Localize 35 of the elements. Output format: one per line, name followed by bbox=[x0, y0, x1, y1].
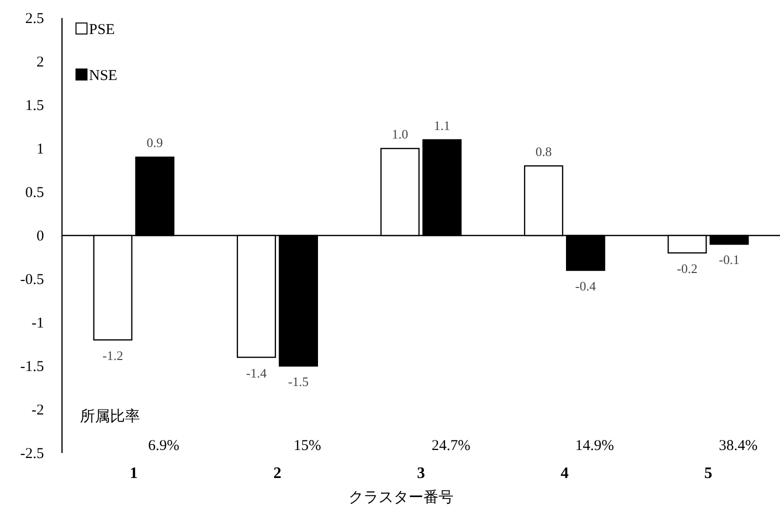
data-label: -1.4 bbox=[246, 365, 268, 380]
data-label: 0.8 bbox=[535, 144, 552, 159]
x-tick-label: 4 bbox=[560, 465, 569, 482]
data-label: -0.4 bbox=[575, 278, 596, 294]
annotation: 所属比率 bbox=[80, 408, 140, 425]
y-tick-label: 2.5 bbox=[25, 11, 44, 27]
y-tick-label: -2.5 bbox=[20, 446, 44, 462]
x-tick-label: 1 bbox=[130, 465, 138, 482]
legend-label: NSE bbox=[89, 68, 118, 84]
annotation: 38.4% bbox=[718, 438, 758, 454]
x-tick-label: 5 bbox=[704, 465, 712, 482]
y-tick-label: 1.5 bbox=[25, 98, 44, 114]
x-tick-label: 3 bbox=[417, 465, 425, 482]
x-axis-title: クラスター番号 bbox=[348, 489, 454, 506]
data-label: 1.1 bbox=[434, 118, 450, 133]
data-label: -1.5 bbox=[288, 374, 309, 389]
data-label: -0.2 bbox=[676, 260, 698, 276]
annotation: 14.9% bbox=[575, 438, 614, 454]
annotation: 15% bbox=[294, 438, 322, 454]
y-tick-label: -2 bbox=[32, 402, 44, 418]
y-tick-label: 0.5 bbox=[25, 185, 44, 201]
data-label: -0.1 bbox=[718, 252, 740, 268]
annotation: 24.7% bbox=[432, 438, 470, 454]
annotation: 6.9% bbox=[148, 438, 180, 454]
data-label: 0.9 bbox=[146, 135, 163, 150]
y-tick-label: -1 bbox=[32, 316, 44, 332]
y-tick-label: 1 bbox=[36, 142, 44, 158]
y-tick-label: 0 bbox=[36, 228, 44, 244]
y-tick-label: 2 bbox=[36, 54, 44, 70]
legend-label: PSE bbox=[89, 22, 115, 38]
x-tick-label: 2 bbox=[273, 465, 282, 482]
y-tick-label: -1.5 bbox=[20, 359, 44, 375]
data-label: -1.2 bbox=[102, 348, 124, 363]
data-label: 1.0 bbox=[392, 126, 408, 142]
y-tick-label: -0.5 bbox=[20, 272, 44, 288]
